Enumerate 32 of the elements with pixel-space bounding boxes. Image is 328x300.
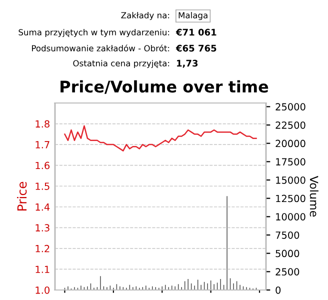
y2-tick-label: 15000 <box>276 176 306 184</box>
line-series <box>64 125 257 152</box>
y2-tick-label: 12500 <box>276 194 306 202</box>
y-tick-label: 1.6 <box>36 162 50 170</box>
y2-tick-label: 0 <box>276 286 281 294</box>
y-axis-title: Price <box>17 182 27 211</box>
y-tick-label: 1.8 <box>36 120 50 128</box>
y2-tick-label: 22500 <box>276 121 306 129</box>
y2-tick-label: 10000 <box>276 213 306 220</box>
y2-tick-label: 17500 <box>276 158 306 166</box>
y2-tick-label: 20000 <box>276 140 306 148</box>
y-tick-label: 1.2 <box>36 244 50 252</box>
text: 1,73 <box>177 60 198 68</box>
y-tick-label: 1.5 <box>36 182 50 190</box>
y2-axis-title: Volume <box>310 176 318 217</box>
y-tick-label: 1.4 <box>36 203 50 211</box>
y-tick-label: 1.1 <box>36 266 50 273</box>
y-tick-label: 1.3 <box>36 224 50 232</box>
text: €65 765 <box>176 44 216 52</box>
y-tick-label: 1.7 <box>36 141 50 148</box>
text: Suma przyjętych w tym wydarzeniu: <box>18 28 170 38</box>
text: Ostatnia cena przyjęta: <box>73 60 170 68</box>
y2-tick-label: 5000 <box>276 250 300 258</box>
text: Podsumowanie zakładów - Obrót: <box>32 44 170 52</box>
y-tick-label: 1.0 <box>36 286 50 294</box>
text: Malaga <box>178 12 208 20</box>
y2-tick-label: 2500 <box>276 268 300 276</box>
text: Zakłady na: <box>121 12 170 20</box>
chart-title: Price/Volume over time <box>60 80 268 94</box>
y2-tick-label: 25000 <box>276 103 306 110</box>
y2-tick-label: 7500 <box>276 231 300 239</box>
text: €71 061 <box>176 28 216 36</box>
